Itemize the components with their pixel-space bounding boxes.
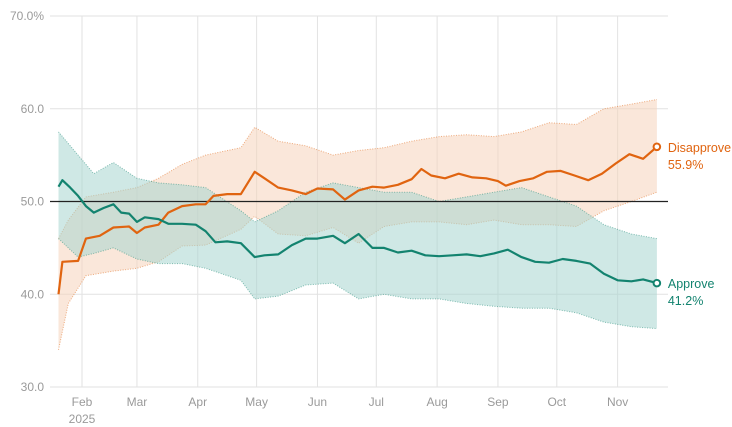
confidence-bands: [58, 99, 658, 351]
year-label: 2025: [69, 412, 96, 426]
y-tick-label: 50.0: [21, 195, 45, 209]
y-tick-label: 60.0: [21, 102, 45, 116]
y-tick-label: 70.0%: [10, 9, 44, 23]
disapprove-label: Disapprove: [668, 141, 731, 155]
approve-band-upper: [58, 131, 657, 240]
x-tick-label: May: [245, 395, 268, 409]
x-tick-label: Sep: [487, 395, 509, 409]
series-lines: [57, 142, 662, 295]
disapprove-end-marker: [652, 142, 662, 152]
x-tick-label: Jun: [308, 395, 327, 409]
x-tick-label: Nov: [607, 395, 628, 409]
disapprove-line: [57, 145, 658, 295]
y-tick-label: 40.0: [21, 287, 45, 301]
x-tick-label: Oct: [547, 395, 566, 409]
x-tick-label: Feb: [72, 395, 93, 409]
disapprove-value-label: 55.9%: [668, 158, 703, 172]
approve-band: [58, 131, 657, 329]
approve-band-lower: [58, 238, 657, 330]
x-tick-label: Mar: [127, 395, 148, 409]
x-tick-label: Jul: [369, 395, 384, 409]
x-tick-label: Aug: [426, 395, 447, 409]
approve-label: Approve: [668, 277, 715, 291]
approve-value-label: 41.2%: [668, 294, 703, 308]
axis-labels: 70.0% 60.0 50.0 40.0 30.0 Feb Mar Apr May Jun Jul A…: [10, 9, 731, 409]
x-tick-label: Apr: [188, 395, 207, 409]
y-tick-label: 30.0: [21, 380, 45, 394]
disapprove-band-upper: [58, 99, 657, 239]
approve-line: [57, 179, 658, 285]
approve-end-marker: [652, 278, 662, 288]
